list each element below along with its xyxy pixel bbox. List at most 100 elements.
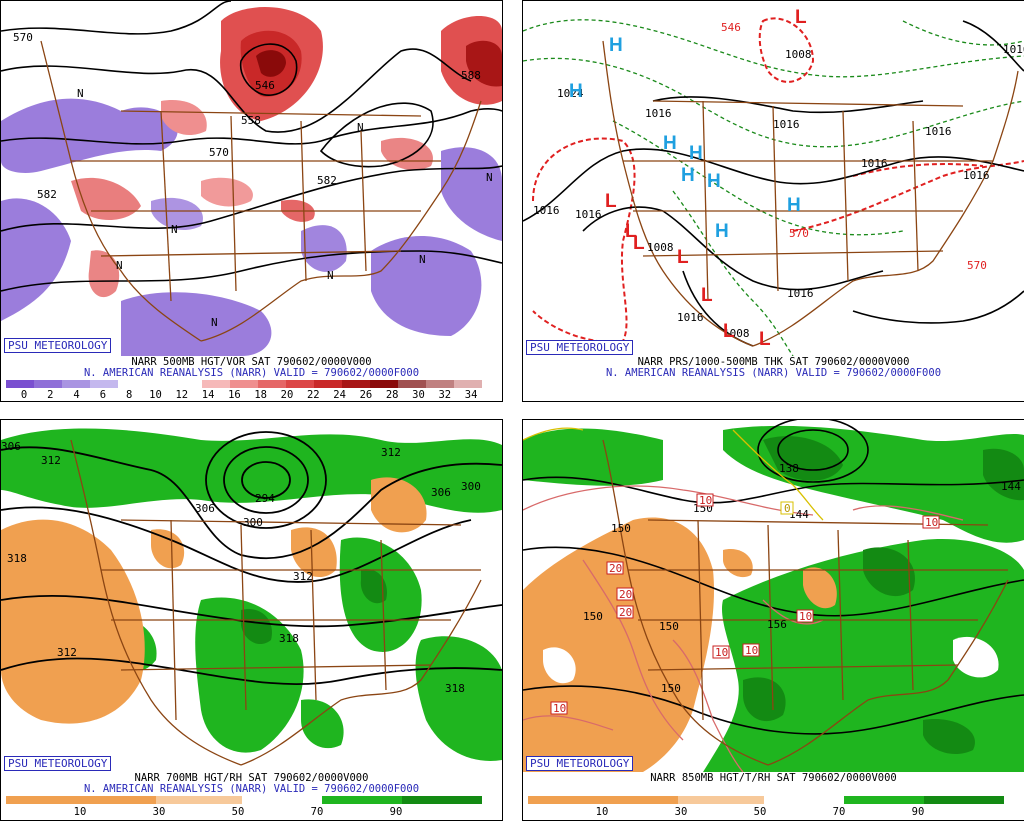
isobar-label: 1016: [787, 287, 814, 300]
low-pressure-symbol: L: [701, 285, 713, 306]
contour-label: 570: [13, 31, 33, 44]
colorbar-tick: 30: [152, 806, 166, 818]
low-pressure-symbol: L: [723, 321, 735, 342]
psu-meteorology-badge: PSU METEOROLOGY: [526, 340, 634, 355]
isobar-label: 1024: [557, 87, 584, 100]
colorbar-tick: 16: [228, 389, 241, 401]
map-500mb: 570 546 558 570 582 582 588 N N N N N N …: [1, 1, 502, 356]
low-pressure-symbol: L: [677, 247, 689, 268]
colorbar-segment: [370, 380, 398, 388]
isobar-label: 1016: [1003, 43, 1024, 56]
panel-subtitle: N. AMERICAN REANALYSIS (NARR) VALID = 79…: [605, 367, 942, 379]
colorbar-segment: [286, 380, 314, 388]
isobar-label: 1016: [645, 107, 672, 120]
high-pressure-symbol: H: [715, 221, 729, 242]
low-pressure-symbol: L: [605, 191, 617, 212]
colorbar-tick: 12: [175, 389, 189, 401]
contour-label: 306: [195, 502, 215, 515]
humidity-colorbar-ticks: 10 30 50 70 90: [523, 806, 1024, 818]
thickness-label: 570: [789, 227, 809, 240]
contour-label: 546: [255, 79, 275, 92]
low-pressure-symbol: L: [625, 221, 637, 242]
colorbar-segment: [202, 380, 230, 388]
contour-label: 144: [1001, 480, 1021, 493]
colorbar-tick: 32: [438, 389, 452, 401]
low-pressure-symbol: L: [633, 233, 645, 254]
colorbar-tick: 34: [464, 389, 478, 401]
psu-meteorology-badge: PSU METEOROLOGY: [526, 756, 634, 771]
colorbar-segment: [90, 380, 118, 388]
contour-label: 588: [461, 69, 481, 82]
panel-850mb-temp-humidity: 138 144 144 150 150 150 150 156 150 10 1…: [522, 419, 1024, 821]
map-850mb: 138 144 144 150 150 150 150 156 150 10 1…: [523, 420, 1024, 772]
isobar-label: 1008: [723, 327, 750, 340]
contour-label: 306: [1, 440, 21, 453]
isobar-label: 1016: [533, 204, 560, 217]
colorbar-segment: [342, 380, 370, 388]
colorbar-segment: [230, 380, 258, 388]
colorbar-segment: [398, 380, 426, 388]
colorbar-tick: 24: [333, 389, 346, 401]
low-pressure-symbol: L: [795, 7, 807, 28]
contour-label: 150: [611, 522, 631, 535]
high-pressure-symbol: H: [681, 165, 695, 186]
colorbar-tick: 90: [389, 806, 403, 818]
colorbar-segment: [314, 380, 342, 388]
colorbar-segment: [146, 380, 174, 388]
contour-label: 570: [209, 146, 229, 159]
contour-label: 300: [243, 516, 263, 529]
colorbar-tick: 50: [753, 806, 767, 818]
colorbar-tick: 6: [99, 389, 107, 401]
temperature-label: 20: [619, 588, 632, 601]
colorbar-tick: 10: [73, 806, 87, 818]
isobar-label: 1016: [963, 169, 990, 182]
temperature-label: 10: [745, 644, 758, 657]
colorbar-tick: 14: [201, 389, 215, 401]
colorbar-segment: [6, 380, 34, 388]
contour-label: 150: [659, 620, 679, 633]
colorbar-tick: 20: [280, 389, 294, 401]
colorbar-segment: [118, 380, 146, 388]
colorbar-segment: [174, 380, 202, 388]
contour-label: 306: [431, 486, 451, 499]
contour-label: 144: [789, 508, 809, 521]
colorbar-segment: [258, 380, 286, 388]
map-pressure: 1024 1016 1008 1016 1016 1016 1016 1016 …: [523, 1, 1024, 356]
colorbar-tick: 10: [149, 389, 162, 401]
isobar-label: 1016: [925, 125, 952, 138]
thickness-label: 546: [721, 21, 741, 34]
isobar-label: 1008: [785, 48, 812, 61]
contour-label: N: [211, 316, 218, 329]
panel-title: NARR PRS/1000-500MB THK SAT 790602/0000V…: [637, 356, 910, 368]
contour-label: 156: [767, 618, 787, 631]
colorbar-segment: [426, 380, 454, 388]
temperature-label: 10: [699, 494, 712, 507]
colorbar-tick: 26: [359, 389, 373, 401]
contour-label: 582: [317, 174, 337, 187]
isobar-label: 1008: [647, 241, 674, 254]
contour-label: 138: [779, 462, 799, 475]
vorticity-colorbar-ticks: 0 2 4 6 8 10 12 14 16 18 20 22 24 26 28 30 32 34: [1, 389, 502, 401]
colorbar-tick: 90: [911, 806, 925, 818]
contour-label: 318: [279, 632, 299, 645]
colorbar-tick: 18: [254, 389, 268, 401]
isobar-label: 1016: [773, 118, 800, 131]
contour-label: 300: [461, 480, 481, 493]
humidity-colorbar-ticks: 10 30 50 70 90: [1, 806, 502, 818]
isobar-label: 1016: [575, 208, 602, 221]
low-pressure-symbol: L: [759, 329, 771, 350]
high-pressure-symbol: H: [609, 35, 623, 56]
contour-label: N: [419, 253, 426, 266]
isobar-label: 1016: [861, 157, 888, 170]
colorbar-tick: 2: [47, 389, 54, 401]
contour-label: 318: [7, 552, 27, 565]
colorbar-tick: 70: [832, 806, 846, 818]
temperature-label: 10: [553, 702, 566, 715]
temperature-label: 20: [609, 562, 622, 575]
colorbar-segment: [34, 380, 62, 388]
colorbar-tick: 30: [674, 806, 688, 818]
contour-label: N: [486, 171, 493, 184]
colorbar-tick: 30: [412, 389, 425, 401]
isobar-label: 1016: [677, 311, 704, 324]
contour-label: N: [327, 269, 334, 282]
